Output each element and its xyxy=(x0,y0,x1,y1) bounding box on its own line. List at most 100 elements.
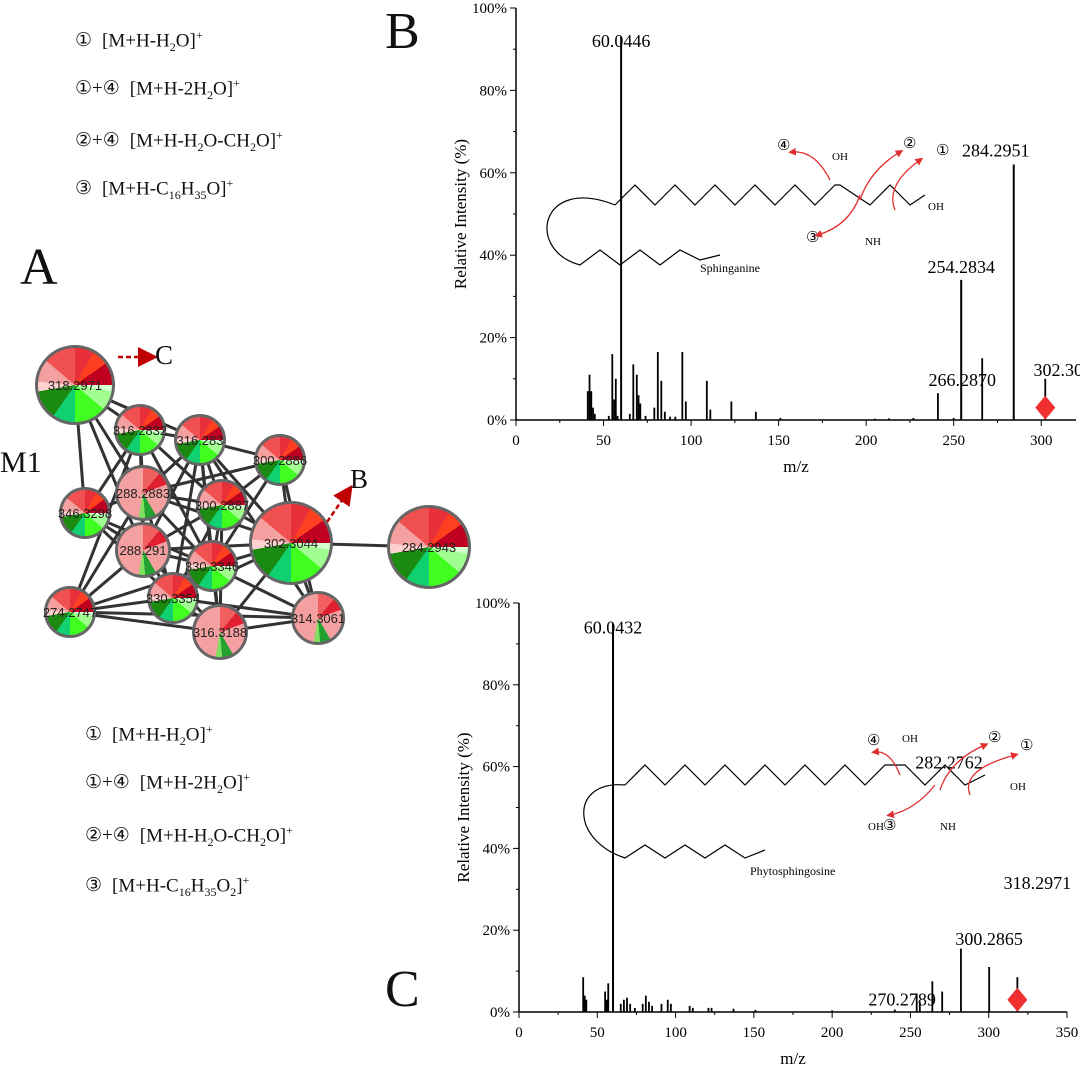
network-node[interactable]: 288.2883 xyxy=(115,465,171,521)
cleavage-arrow xyxy=(871,747,901,776)
arrow-target-label: C xyxy=(155,340,174,370)
cleavage-arrow xyxy=(814,194,861,238)
x-tick-label: 0 xyxy=(515,1025,523,1041)
y-tick-label: 40% xyxy=(483,841,511,857)
peak-label: 254.2834 xyxy=(927,257,995,277)
structure-label: OH xyxy=(868,821,884,833)
cleavage-site: ③ xyxy=(806,230,819,246)
node-label: 318.2971 xyxy=(47,377,103,393)
node-label: 316.283 xyxy=(176,432,224,448)
cleavage-site: ① xyxy=(936,143,949,159)
structure-label: OH xyxy=(902,733,918,745)
fragment-annotation: ②+④ [M+H-H2O-CH2O]+ xyxy=(85,823,293,850)
y-tick-label: 100% xyxy=(475,596,510,612)
formula-part: + xyxy=(243,770,250,784)
network-edge xyxy=(171,439,202,599)
cleavage-arrow xyxy=(939,742,989,791)
node-label: 316.2832 xyxy=(112,422,168,438)
peak-label: 282.2762 xyxy=(915,753,983,773)
node-label: 284.2943 xyxy=(401,539,457,555)
node-label: 316.3188 xyxy=(192,624,248,640)
formula-part: 2 xyxy=(230,885,237,900)
structure-label: OH xyxy=(1010,781,1026,793)
formula-part: [M+H-C xyxy=(112,875,179,897)
x-tick-label: 150 xyxy=(767,433,790,449)
node-label: 346.3298 xyxy=(57,505,113,521)
panel-label-b: B xyxy=(385,3,420,60)
x-tick-label: 200 xyxy=(821,1025,844,1041)
node-label: 288.2883 xyxy=(115,485,171,501)
cleavage-site-label: ①+④ xyxy=(85,772,130,794)
y-tick-label: 0% xyxy=(490,1005,510,1021)
x-tick-label: 150 xyxy=(743,1025,766,1041)
network-node[interactable]: 318.2971 xyxy=(35,345,115,425)
fragment-annotation: ①+④ [M+H-2H2O]+ xyxy=(85,770,250,797)
fragment-annotation: ②+④ [M+H-H2O-CH2O]+ xyxy=(75,128,283,155)
formula-part: 16 xyxy=(168,188,181,203)
network-node[interactable]: 274.2747 xyxy=(42,586,98,638)
y-tick-label: 100% xyxy=(472,1,507,17)
formula-part: 2 xyxy=(249,140,256,155)
formula-part: 2 xyxy=(179,734,186,749)
network-node[interactable]: 314.3061 xyxy=(291,591,345,645)
y-axis-label: Relative Intensity (%) xyxy=(454,732,473,882)
peak-label: 266.2870 xyxy=(928,370,996,390)
precursor-diamond-marker xyxy=(1035,395,1056,420)
network-node[interactable]: 316.2832 xyxy=(112,404,168,456)
formula-part: 2 xyxy=(259,835,266,850)
formula-part: ] xyxy=(236,875,243,897)
x-tick-label: 300 xyxy=(977,1025,1000,1041)
network-node[interactable]: 316.283 xyxy=(174,414,226,466)
structure-label: OH xyxy=(928,201,944,213)
formula-part: [M+H-2H xyxy=(139,772,218,794)
panel-label-c: C xyxy=(385,961,420,1018)
y-tick-label: 20% xyxy=(483,923,511,939)
structure-label: NH xyxy=(865,236,881,248)
formula-part: + xyxy=(242,873,250,887)
formula-part: H xyxy=(180,178,195,200)
compound-name: Sphinganine xyxy=(700,261,760,275)
cleavage-site-label: ②+④ xyxy=(85,825,130,847)
network-node[interactable]: 300.2887 xyxy=(195,479,249,531)
y-tick-label: 80% xyxy=(483,678,511,694)
cleavage-site: ③ xyxy=(883,818,896,834)
network-node[interactable]: 284.2943 xyxy=(387,505,471,589)
formula-part: O-CH xyxy=(213,825,260,847)
network-node[interactable]: 346.3298 xyxy=(57,487,113,539)
formula-part: 35 xyxy=(194,188,207,203)
peak-label: 302.3044 xyxy=(1034,360,1080,380)
peak-label: 270.2789 xyxy=(868,990,936,1010)
formula-part: O] xyxy=(175,30,196,52)
formula-part: O] xyxy=(213,78,234,100)
formula-part: [M+H-H xyxy=(129,130,198,152)
network-node[interactable]: 316.3188 xyxy=(192,604,248,660)
formula-part: 2 xyxy=(217,782,224,797)
network-node[interactable]: 300.2886 xyxy=(253,434,307,486)
cleavage-site-label: ②+④ xyxy=(75,130,120,152)
node-label: 330.3354 xyxy=(145,590,201,606)
network-node[interactable]: 330.3354 xyxy=(145,572,201,624)
molecule-skeleton xyxy=(583,784,766,859)
node-label: 330.3346 xyxy=(184,558,240,574)
panel-label-a: A xyxy=(20,239,58,296)
formula-part: [M+H-H xyxy=(112,724,180,746)
node-label: 274.2747 xyxy=(42,604,98,620)
spectrum-b: 0 50 100 150 200 250 300 0% 20% 40% 60% 80% 100% m/z R… xyxy=(451,1,1080,476)
arrow-target-label: B xyxy=(350,464,369,494)
network-node[interactable]: 302.3044 xyxy=(249,501,333,585)
network-node[interactable]: 330.3346 xyxy=(184,540,240,592)
x-tick-label: 50 xyxy=(590,1025,605,1041)
formula-part: + xyxy=(286,823,293,837)
arrow-to-b xyxy=(325,484,353,523)
formula-part: + xyxy=(276,128,283,142)
formula-part: O xyxy=(216,875,231,897)
peak-label: 318.2971 xyxy=(1004,873,1072,893)
peak-label: 300.2865 xyxy=(955,929,1023,949)
formula-part: 2 xyxy=(197,140,204,155)
node-label: 302.3044 xyxy=(263,535,319,551)
cleavage-site: ② xyxy=(988,730,1001,746)
fragment-annotation: ①+④ [M+H-2H2O]+ xyxy=(75,76,240,103)
formula-part: [M+H-H xyxy=(102,30,170,52)
formula-part: + xyxy=(233,76,240,90)
network-node[interactable]: 288.291 xyxy=(115,522,171,578)
